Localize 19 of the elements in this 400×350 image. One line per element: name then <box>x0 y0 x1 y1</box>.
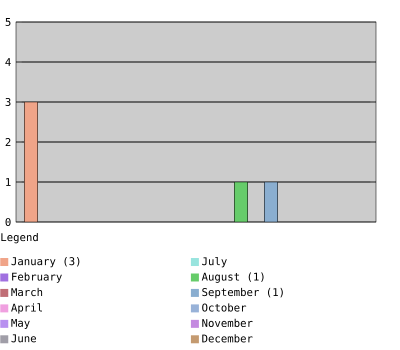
legend-label: June <box>11 334 36 342</box>
legend-label: December <box>202 334 253 342</box>
y-tick-label: 5 <box>6 18 10 26</box>
legend-label: March <box>11 288 42 296</box>
legend-label: August (1) <box>202 272 264 283</box>
legend-label: April <box>11 303 42 314</box>
legend-label: May <box>11 318 30 329</box>
y-tick-label: 0 <box>6 218 11 226</box>
y-tick-label: 3 <box>6 98 10 106</box>
legend-label: November <box>202 318 253 328</box>
legend-title: Legend <box>1 232 38 244</box>
legend-label: February <box>12 272 62 283</box>
y-tick-label: 1 <box>6 178 11 186</box>
legend-label: January (3) <box>11 256 80 268</box>
legend-label: September (1) <box>202 288 283 298</box>
y-tick-label: 4 <box>5 58 11 66</box>
y-tick-label: 2 <box>6 138 10 146</box>
legend-label: October <box>202 303 246 312</box>
legend-label: July <box>202 256 227 268</box>
